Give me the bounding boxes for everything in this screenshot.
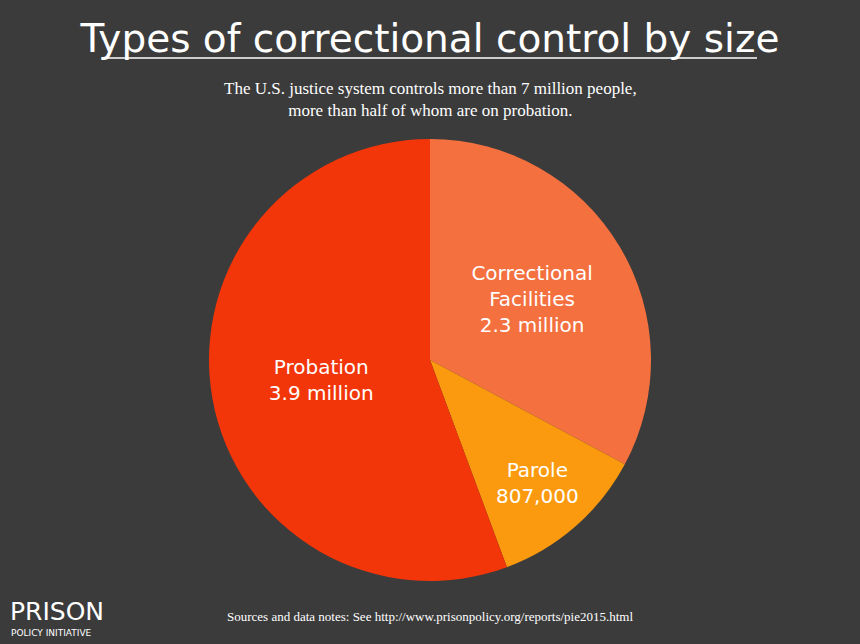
svg-text:PRISON: PRISON — [10, 597, 104, 626]
svg-text:POLICY INITIATIVE: POLICY INITIATIVE — [11, 628, 92, 638]
svg-text:Probation3.9 million: Probation3.9 million — [269, 355, 374, 405]
svg-text:CorrectionalFacilities2.3 mill: CorrectionalFacilities2.3 million — [471, 261, 592, 337]
svg-text:Sources and data notes: See ht: Sources and data notes: See http://www.p… — [227, 609, 633, 624]
svg-text:Parole807,000: Parole807,000 — [496, 458, 579, 508]
svg-text:Types of correctional control: Types of correctional control by size — [80, 16, 780, 61]
svg-text:The U.S. justice system contro: The U.S. justice system controls more th… — [224, 79, 637, 120]
